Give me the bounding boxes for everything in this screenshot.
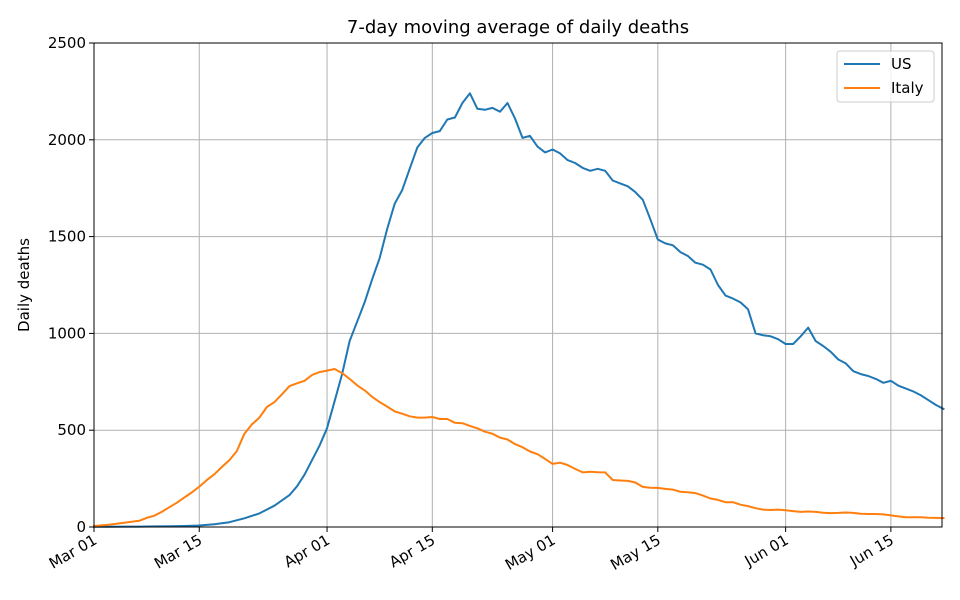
x-tick-label: Jun 01 bbox=[741, 531, 792, 571]
y-axis: 0 500 1000 1500 2000 2500 bbox=[48, 34, 94, 536]
y-tick-label: 500 bbox=[57, 421, 86, 439]
chart-title: 7-day moving average of daily deaths bbox=[347, 17, 689, 38]
series-line-italy bbox=[92, 368, 945, 528]
grid bbox=[93, 42, 942, 528]
legend: US Italy bbox=[836, 50, 935, 103]
series-line-us bbox=[93, 92, 945, 528]
x-tick-label: Mar 01 bbox=[46, 531, 100, 573]
series-lines bbox=[92, 92, 945, 528]
x-tick-label: Jun 15 bbox=[846, 531, 897, 571]
y-tick-label: 2000 bbox=[48, 131, 86, 149]
x-tick-label: Apr 15 bbox=[386, 531, 438, 571]
legend-label-italy: Italy bbox=[891, 79, 924, 97]
plot-frame bbox=[93, 42, 943, 528]
x-tick-label: May 01 bbox=[502, 531, 559, 574]
x-tick-label: Mar 15 bbox=[151, 531, 205, 573]
y-tick-label: 2500 bbox=[48, 34, 86, 52]
x-tick-label: May 15 bbox=[607, 531, 664, 574]
legend-label-us: US bbox=[891, 55, 912, 73]
y-tick-label: 1000 bbox=[48, 324, 86, 342]
x-tick-label: Apr 01 bbox=[281, 531, 333, 571]
x-axis: Mar 01 Mar 15 Apr 01 Apr 15 May 01 May 15 Jun … bbox=[46, 527, 897, 574]
y-axis-label: Daily deaths bbox=[15, 238, 33, 332]
y-tick-label: 1500 bbox=[48, 228, 86, 246]
y-tick-label: 0 bbox=[76, 518, 86, 536]
